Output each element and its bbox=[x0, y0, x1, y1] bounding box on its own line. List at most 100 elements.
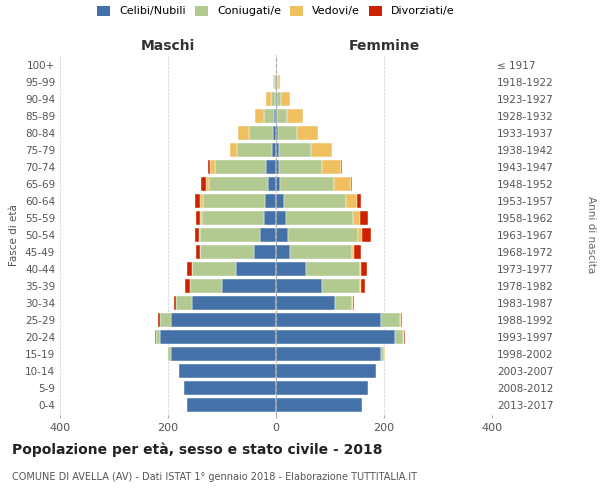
Bar bbox=[272, 143, 276, 157]
Bar bbox=[254, 245, 276, 259]
Bar bbox=[202, 211, 264, 225]
Bar bbox=[209, 177, 268, 191]
Bar bbox=[274, 126, 276, 140]
Bar bbox=[276, 245, 290, 259]
Bar bbox=[278, 143, 311, 157]
Bar bbox=[360, 279, 361, 293]
Bar bbox=[160, 330, 276, 344]
Bar bbox=[203, 194, 265, 208]
Bar bbox=[362, 228, 371, 242]
Bar bbox=[276, 126, 278, 140]
Bar bbox=[357, 194, 361, 208]
Legend: Celibi/Nubili, Coniugati/e, Vedovi/e, Divorziati/e: Celibi/Nubili, Coniugati/e, Vedovi/e, Di… bbox=[97, 6, 455, 16]
Bar bbox=[277, 75, 278, 89]
Bar bbox=[395, 330, 403, 344]
Bar bbox=[200, 245, 254, 259]
Bar bbox=[195, 228, 199, 242]
Bar bbox=[352, 245, 354, 259]
Bar bbox=[334, 177, 350, 191]
Bar bbox=[350, 177, 352, 191]
Bar bbox=[187, 398, 276, 412]
Bar bbox=[193, 296, 276, 310]
Bar bbox=[280, 177, 334, 191]
Bar bbox=[238, 126, 249, 140]
Bar bbox=[404, 330, 405, 344]
Bar bbox=[176, 296, 193, 310]
Bar bbox=[288, 228, 358, 242]
Bar bbox=[196, 211, 200, 225]
Bar bbox=[286, 211, 353, 225]
Bar bbox=[358, 228, 362, 242]
Bar bbox=[403, 330, 404, 344]
Bar bbox=[382, 313, 400, 327]
Bar bbox=[311, 143, 332, 157]
Bar bbox=[290, 245, 352, 259]
Bar bbox=[276, 279, 322, 293]
Bar bbox=[278, 126, 296, 140]
Bar bbox=[296, 126, 318, 140]
Bar bbox=[200, 228, 260, 242]
Bar bbox=[277, 109, 287, 123]
Bar bbox=[236, 143, 272, 157]
Bar bbox=[276, 228, 288, 242]
Bar bbox=[263, 109, 274, 123]
Bar bbox=[346, 194, 357, 208]
Bar bbox=[260, 228, 276, 242]
Bar bbox=[276, 364, 376, 378]
Bar bbox=[276, 262, 306, 276]
Bar bbox=[322, 279, 360, 293]
Bar bbox=[275, 92, 276, 106]
Bar bbox=[266, 92, 271, 106]
Bar bbox=[175, 296, 176, 310]
Bar bbox=[354, 245, 361, 259]
Bar bbox=[271, 92, 275, 106]
Bar bbox=[202, 177, 206, 191]
Bar bbox=[276, 211, 286, 225]
Bar bbox=[179, 364, 276, 378]
Bar bbox=[276, 92, 277, 106]
Bar bbox=[206, 177, 209, 191]
Bar bbox=[199, 228, 200, 242]
Bar bbox=[222, 279, 276, 293]
Bar bbox=[276, 177, 280, 191]
Bar bbox=[235, 262, 276, 276]
Bar bbox=[215, 160, 266, 174]
Bar bbox=[185, 279, 190, 293]
Bar bbox=[208, 160, 209, 174]
Bar bbox=[276, 296, 335, 310]
Bar bbox=[401, 313, 403, 327]
Bar bbox=[276, 313, 382, 327]
Bar bbox=[200, 211, 202, 225]
Bar bbox=[382, 347, 384, 361]
Bar bbox=[193, 262, 235, 276]
Bar bbox=[196, 245, 200, 259]
Bar bbox=[276, 109, 277, 123]
Bar bbox=[353, 211, 360, 225]
Bar bbox=[190, 279, 222, 293]
Bar bbox=[171, 347, 276, 361]
Bar bbox=[276, 143, 278, 157]
Text: Popolazione per età, sesso e stato civile - 2018: Popolazione per età, sesso e stato civil… bbox=[12, 442, 383, 457]
Bar bbox=[158, 313, 160, 327]
Bar bbox=[268, 177, 276, 191]
Bar bbox=[281, 92, 290, 106]
Bar bbox=[335, 296, 352, 310]
Bar bbox=[195, 194, 200, 208]
Bar bbox=[249, 126, 274, 140]
Bar bbox=[400, 313, 401, 327]
Bar bbox=[160, 313, 171, 327]
Bar bbox=[265, 194, 276, 208]
Text: Anni di nascita: Anni di nascita bbox=[586, 196, 596, 274]
Bar bbox=[256, 109, 263, 123]
Bar bbox=[200, 194, 203, 208]
Bar bbox=[276, 398, 362, 412]
Bar bbox=[276, 194, 284, 208]
Bar bbox=[322, 160, 341, 174]
Bar bbox=[306, 262, 360, 276]
Bar bbox=[361, 279, 365, 293]
Bar bbox=[341, 160, 342, 174]
Text: COMUNE DI AVELLA (AV) - Dati ISTAT 1° gennaio 2018 - Elaborazione TUTTITALIA.IT: COMUNE DI AVELLA (AV) - Dati ISTAT 1° ge… bbox=[12, 472, 417, 482]
Bar bbox=[155, 330, 160, 344]
Text: Femmine: Femmine bbox=[349, 38, 419, 52]
Bar bbox=[230, 143, 236, 157]
